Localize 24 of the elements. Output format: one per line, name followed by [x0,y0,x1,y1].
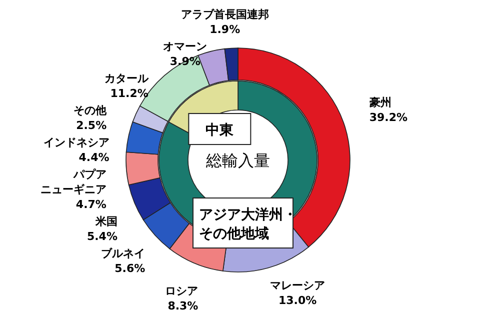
slice-label: パプアニューギニア [40,168,106,196]
slice-label: ブルネイ [101,247,146,260]
data-label: 4.4% [78,151,110,164]
data-label: 8.3% [168,299,198,312]
data-label: 5.6% [114,262,146,276]
data-label: 13.0% [278,294,317,307]
slice-label: その他 [74,104,108,118]
slice-label: ロシア [165,284,198,298]
slice-label: アジア大洋州・その他地域 [199,207,297,242]
slice-label: 豪州 [368,96,392,109]
data-label: 11.2% [110,87,148,100]
slice-label: 中東 [206,122,235,139]
data-label: 5.4% [86,230,118,244]
slice-label: インドネシア [43,136,110,150]
slice-label: 米国 [94,215,118,228]
slice-label: カタール [104,72,150,86]
slice-label: マレーシア [270,278,326,292]
data-label: 1.9% [210,23,240,36]
data-label: 39.2% [369,110,408,124]
slice-label: アラブ首長国連邦 [180,8,269,22]
text: 総輸入量 [205,151,270,170]
data-label: 4.7% [76,198,106,212]
slice-label: オマーン [163,40,208,54]
data-label: 2.5% [76,119,107,132]
